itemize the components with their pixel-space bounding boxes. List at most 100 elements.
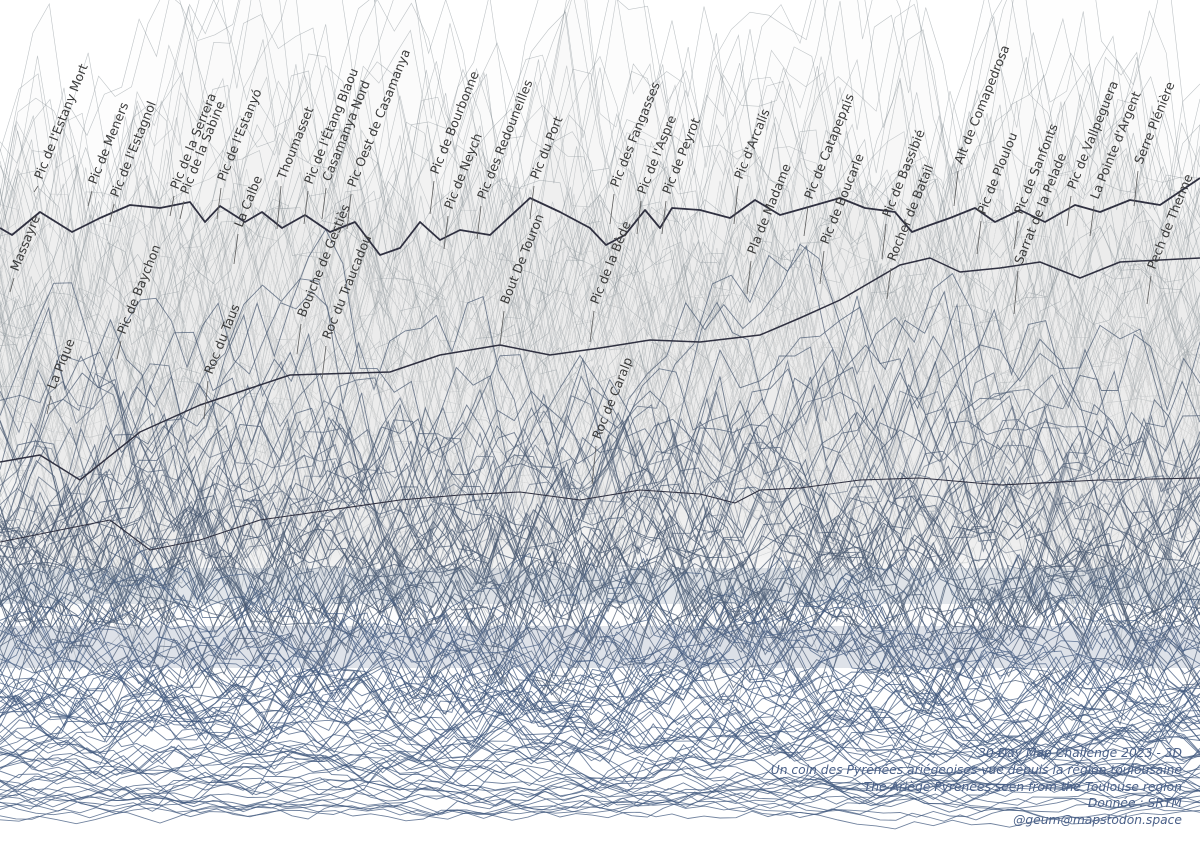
ridge-fill: [0, 376, 1200, 705]
ridge-line: [0, 699, 1200, 758]
peak-leader-line: [476, 205, 482, 240]
credit-title-en: The Ariège Pyrenees seen from the Toulou…: [863, 779, 1182, 794]
ridge-line: [0, 795, 1200, 825]
ridge-line: [0, 390, 1200, 650]
ridge-line: [0, 173, 1200, 566]
ridge-line: [0, 440, 1200, 654]
ridge-fill: [0, 253, 1200, 631]
ridge-line: [0, 546, 1200, 678]
ridge-line: [0, 556, 1200, 750]
ridge-fill: [0, 10, 1200, 621]
credit-title-fr: Un coin des Pyrénées ariégeoises vue dep…: [770, 762, 1182, 777]
ridge-line: [0, 247, 1200, 536]
ridge-line: [0, 107, 1200, 605]
ridge-fill: [0, 53, 1200, 439]
ridge-fill: [0, 99, 1200, 514]
ridge-line: [0, 801, 1200, 830]
ridge-line: [0, 580, 1200, 762]
ridge-line: [0, 221, 1200, 564]
ridge-fill: [0, 63, 1200, 473]
dense-ridge-band: [0, 626, 1200, 668]
ridge-fill: [0, 319, 1200, 685]
peak-leader-line: [33, 185, 39, 193]
ridge-line: [0, 407, 1200, 666]
ridge-line: [0, 252, 1200, 632]
ridge-fill: [0, 165, 1200, 501]
ridge-line: [0, 458, 1200, 703]
ridge-fill: [0, 309, 1200, 670]
peak-leader-line: [169, 195, 175, 217]
ridge-fill: [0, 219, 1200, 571]
ridge-line: [0, 585, 1200, 755]
ridge-line: [0, 0, 1200, 484]
ridge-fill: [0, 0, 1200, 448]
ridge-line: [0, 780, 1200, 815]
dense-ridge-band: [0, 568, 1200, 604]
ridge-fill: [0, 73, 1200, 572]
ridge-fill: [0, 291, 1200, 652]
ridge-line: [0, 713, 1200, 772]
ridge-line: [0, 792, 1200, 822]
ridge-line: [0, 740, 1200, 794]
ridge-line: [0, 306, 1200, 516]
ridge-line: [0, 189, 1200, 599]
ridge-line: [0, 792, 1200, 822]
ridge-fill: [0, 30, 1200, 564]
ridge-line: [0, 645, 1200, 754]
ridge-line: [0, 676, 1200, 763]
ridge-fill: [0, 0, 1200, 482]
peak-leader-line: [819, 250, 825, 285]
ridge-line: [0, 662, 1200, 761]
ridge-line: [0, 424, 1200, 654]
ridge-line: [0, 158, 1200, 534]
peak-leader-line: [216, 187, 222, 220]
ridge-fill: [0, 180, 1200, 548]
peak-leader-line: [9, 277, 15, 293]
peak-leader-line: [109, 203, 115, 223]
ridge-fill: [0, 61, 1200, 635]
ridge-line: [0, 578, 1200, 734]
peak-leader-line: [1013, 220, 1019, 250]
ridge-fill: [0, 339, 1200, 644]
ridge-fill: [0, 412, 1200, 690]
ridge-line: [0, 462, 1200, 627]
peak-leader-line: [321, 187, 327, 220]
ridge-line: [0, 142, 1200, 564]
ridge-line: [0, 549, 1200, 742]
ridge-fill: [0, 405, 1200, 682]
ridge-line: [0, 163, 1200, 597]
peak-leader-line: [733, 185, 739, 225]
peak-leader-line: [589, 310, 595, 343]
credit-author: @geum@mapstodon.space: [1013, 813, 1182, 828]
ridge-fill: [0, 217, 1200, 544]
ridge-line: [0, 220, 1200, 502]
ridge-line: [0, 710, 1200, 777]
ridge-line: [0, 271, 1200, 574]
ridge-line: [0, 552, 1200, 697]
ridge-fill: [0, 130, 1200, 586]
peak-leader-line: [976, 220, 982, 255]
ridge-fill: [0, 373, 1200, 585]
ridge-fill: [0, 143, 1200, 563]
emphasized-ridge-line: [0, 477, 1200, 551]
ridge-fill: [0, 408, 1200, 666]
peak-leader-line: [609, 193, 615, 225]
ridge-line: [0, 0, 1200, 449]
ridge-line: [0, 603, 1200, 751]
ridge-line: [0, 512, 1200, 712]
ridge-fill: [0, 429, 1200, 695]
ridge-fill: [0, 244, 1200, 610]
ridge-fill: [0, 308, 1200, 611]
ridge-line: [0, 721, 1200, 781]
ridge-fill: [0, 296, 1200, 665]
peak-leader-line: [116, 340, 122, 360]
ridge-fill: [0, 136, 1200, 532]
ridge-fill: [0, 221, 1200, 502]
peak-leader-line: [429, 180, 435, 215]
credits-block: 30 Day Map Challenge 2023 - 3D Un coin d…: [771, 745, 1182, 829]
ridge-line: [0, 456, 1200, 700]
peak-leader-line: [1133, 170, 1139, 207]
ridge-line: [0, 118, 1200, 510]
ridge-line: [0, 662, 1200, 774]
